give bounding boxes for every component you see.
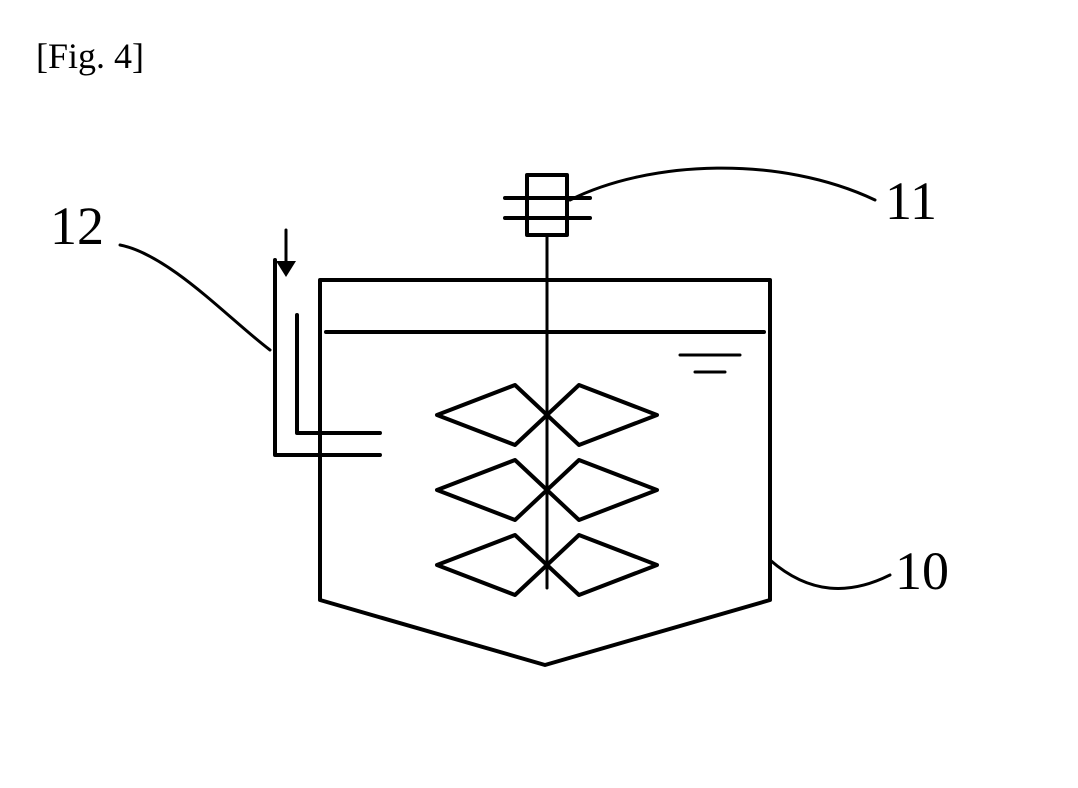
figure-canvas: [Fig. 4] 11 12 10 (0, 0, 1078, 788)
diagram-svg (0, 0, 1078, 788)
